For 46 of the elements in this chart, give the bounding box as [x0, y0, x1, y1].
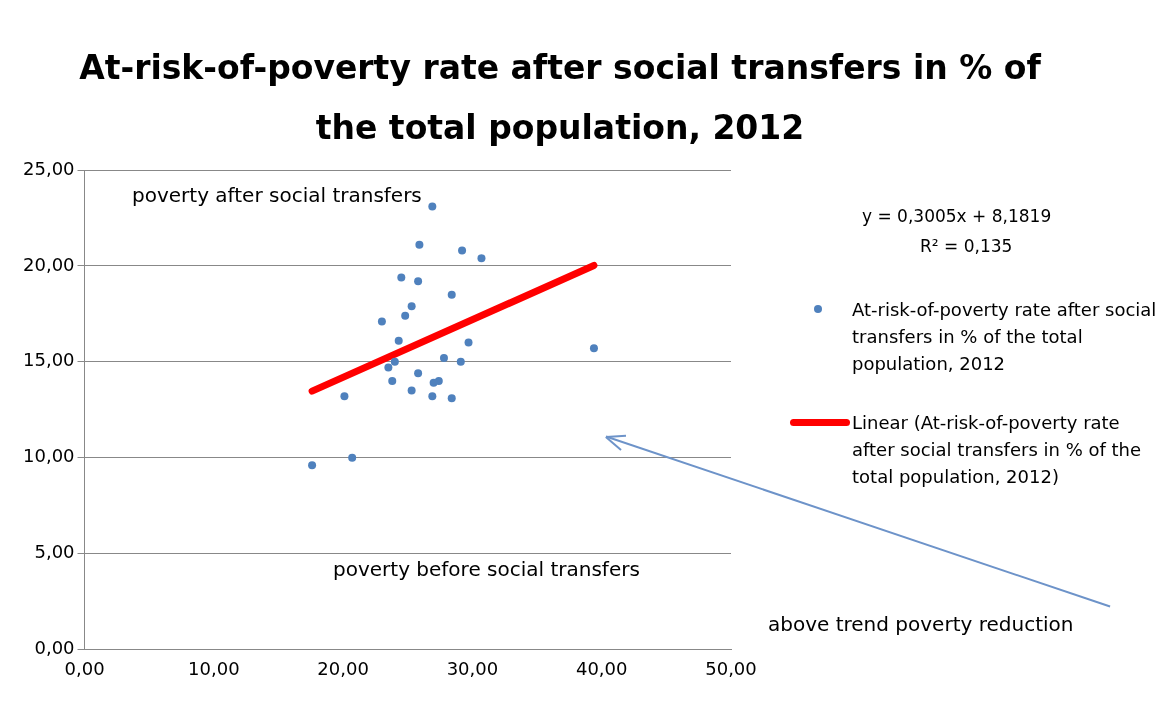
point [308, 461, 317, 470]
x-tick-label: 0,00 [64, 657, 105, 679]
point [458, 246, 467, 255]
point [415, 240, 424, 249]
x-tick-label: 50,00 [705, 657, 757, 679]
point [477, 254, 486, 263]
point [390, 357, 399, 366]
legend-label: At-risk-of-poverty rate after social transfers in % of the total population, 2012 [852, 298, 1158, 376]
point [401, 311, 410, 320]
legend-label: Linear (At-risk-of-poverty rate after social transfers in % of the total population, 2012) [852, 411, 1143, 489]
point [377, 317, 386, 326]
text: R² = 0,135 [920, 236, 1013, 256]
y-tick-label: 15,00 [23, 349, 75, 371]
y-tick-label: 10,00 [23, 445, 75, 467]
annotation: poverty after social transfers [132, 183, 422, 207]
y-tick-label: 5,00 [34, 541, 75, 563]
chart-title: At-risk-of-poverty rate after social transfers in % of the total population, 2012 [78, 47, 1042, 149]
point [429, 378, 438, 387]
y-tick-label: 0,00 [34, 637, 75, 659]
point [394, 336, 403, 345]
point [428, 202, 437, 211]
point [407, 386, 416, 395]
point [456, 357, 465, 366]
point [464, 338, 473, 347]
y-tick-label: 20,00 [23, 253, 75, 275]
text: y = 0,3005x + 8,1819 [862, 206, 1052, 226]
point [447, 394, 456, 403]
annotation: poverty before social transfers [333, 557, 640, 581]
point [397, 273, 406, 282]
y-tick-label: 25,00 [23, 157, 75, 179]
point [348, 453, 357, 462]
x-tick-label: 30,00 [446, 657, 499, 679]
point [414, 277, 423, 286]
point [388, 376, 397, 385]
text: above trend poverty reduction [768, 612, 1074, 636]
x-tick-label: 10,00 [188, 657, 240, 679]
point [428, 392, 437, 401]
point [439, 353, 448, 362]
point [589, 344, 598, 353]
point [414, 369, 423, 378]
point [384, 363, 393, 372]
x-tick-label: 20,00 [317, 657, 369, 679]
x-tick-label: 40,00 [575, 657, 628, 679]
point [407, 302, 416, 311]
point [340, 392, 349, 401]
point [447, 290, 456, 299]
